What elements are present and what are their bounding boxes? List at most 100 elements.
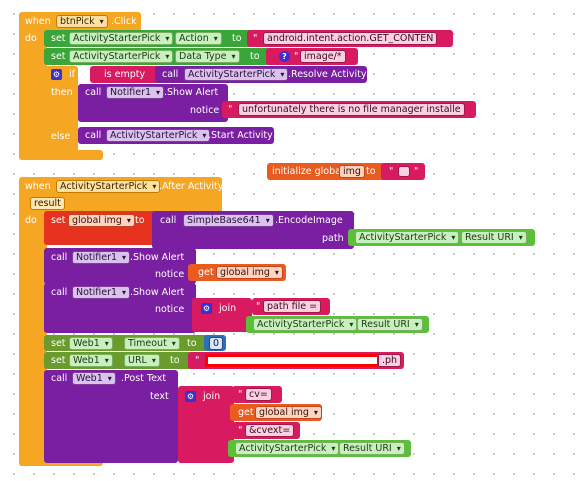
mutator-gear-icon[interactable]: ⚙ [51,69,62,80]
if-label: if [69,69,75,80]
quote-right: " [414,166,419,177]
set-label: set [51,215,66,226]
component-dropdown-simplebase641[interactable]: SimpleBase641 [183,214,274,227]
call-label: call [51,373,68,384]
property-dropdown-result-uri[interactable]: Result URI [461,231,527,244]
text-value-alert[interactable]: unfortunately there is no file manager i… [238,103,465,116]
then-label: then [51,87,73,98]
quote-left: " [294,51,299,62]
number-value-timeout[interactable]: 0 [209,337,224,350]
event-name-click: .Click [111,16,137,27]
url-redaction-bar [205,354,380,367]
component-dropdown-activitystarterpick[interactable]: ActivityStarterPick [56,180,161,193]
text-value-cv[interactable]: cv= [245,388,272,401]
component-dropdown-activitystarterpick[interactable]: ActivityStarterPick [184,68,289,81]
component-dropdown-activitystarterpick[interactable]: ActivityStarterPick [355,231,460,244]
to-label: to [170,355,180,366]
quote-left: " [256,301,261,312]
method-post-text: .Post Text [121,373,167,384]
to-label: to [232,33,242,44]
component-dropdown-btnpick[interactable]: btnPick [56,15,108,28]
global-var-dropdown[interactable]: global img [216,266,283,279]
method-encodeimage: .EncodeImage [275,215,343,226]
property-dropdown-action[interactable]: Action [175,32,222,45]
component-dropdown-web1[interactable]: Web1 [69,354,113,367]
property-dropdown-result-uri[interactable]: Result URI [357,318,423,331]
set-label: set [51,355,66,366]
component-dropdown-web1[interactable]: Web1 [69,337,113,350]
set-label: set [51,33,66,44]
method-show-alert: .Show Alert [130,287,185,298]
if-else-block[interactable] [44,66,78,152]
quote-left: " [238,389,243,400]
component-dropdown-activitystarterpick[interactable]: ActivityStarterPick [253,318,358,331]
method-show-alert: .Show Alert [130,252,185,263]
initialize-global-label: initialize global [272,166,344,177]
property-dropdown-url[interactable]: URL [124,354,160,367]
method-resolve-activity: .Resolve Activity [288,69,367,80]
component-dropdown-activitystarterpick[interactable]: ActivityStarterPick [69,32,174,45]
join-label: join [219,303,237,314]
get-label: get [238,407,254,418]
param-result[interactable]: result [30,197,65,210]
call-label: call [160,215,177,226]
notice-label: notice [155,304,185,315]
property-dropdown-datatype[interactable]: Data Type [175,50,240,63]
do-label: do [25,33,37,44]
to-label: to [250,51,260,62]
mutator-gear-icon[interactable]: ⚙ [185,391,196,402]
join-label: join [203,391,221,402]
call-label: call [51,252,68,263]
call-label: call [85,130,102,141]
to-label: to [366,166,376,177]
text-label: text [150,391,169,402]
mutator-gear-icon[interactable]: ⚙ [201,303,212,314]
text-value-url-end[interactable]: .ph [378,354,402,367]
event-after-activity-body [19,210,47,466]
when-label: when [25,181,51,192]
component-dropdown-notifier1[interactable]: Notifier1 [106,86,165,99]
is-empty-block[interactable] [90,66,160,83]
method-start-activity: .Start Activity [208,130,273,141]
text-value-datatype[interactable]: image/* [300,50,346,63]
call-label: call [85,87,102,98]
do-label: do [25,215,37,226]
property-dropdown-timeout[interactable]: Timeout [124,337,180,350]
set-label: set [51,51,66,62]
web1-post-text-block[interactable] [44,370,178,463]
text-value-cvext[interactable]: &cvext= [245,424,295,437]
text-value-path-file[interactable]: path file = [263,300,322,313]
call-label: call [162,69,179,80]
text-value-empty[interactable] [398,166,410,177]
event-btnpick-click-body [19,30,47,160]
quote-left: " [389,166,394,177]
help-icon[interactable]: ? [279,51,290,62]
component-dropdown-activitystarterpick[interactable]: ActivityStarterPick [69,50,174,63]
to-label: to [135,215,145,226]
global-var-dropdown[interactable]: global img [255,406,322,419]
else-label: else [51,131,71,142]
component-dropdown-notifier1[interactable]: Notifier1 [72,286,131,299]
property-dropdown-result-uri[interactable]: Result URI [339,442,405,455]
when-label: when [25,16,51,27]
call-label: call [51,287,68,298]
global-var-dropdown[interactable]: global img [68,214,135,227]
to-label: to [187,338,197,349]
quote-left: " [253,33,258,44]
notice-label: notice [190,105,220,116]
get-label: get [198,267,214,278]
component-dropdown-activitystarterpick[interactable]: ActivityStarterPick [235,442,340,455]
quote-left: " [228,104,233,115]
global-name-field[interactable]: img [339,165,365,178]
text-value-action[interactable]: android.intent.action.GET_CONTEN [263,32,438,45]
set-label: set [51,338,66,349]
notice-label: notice [155,269,185,280]
is-empty-label: is empty [104,69,146,80]
event-name-after-activity: .After Activity [159,181,224,192]
component-dropdown-activitystarterpick[interactable]: ActivityStarterPick [106,129,211,142]
component-dropdown-web1[interactable]: Web1 [72,372,116,385]
component-dropdown-notifier1[interactable]: Notifier1 [72,251,131,264]
event-btnpick-click-footer [19,150,103,160]
method-show-alert: .Show Alert [164,87,219,98]
path-label: path [322,233,344,244]
